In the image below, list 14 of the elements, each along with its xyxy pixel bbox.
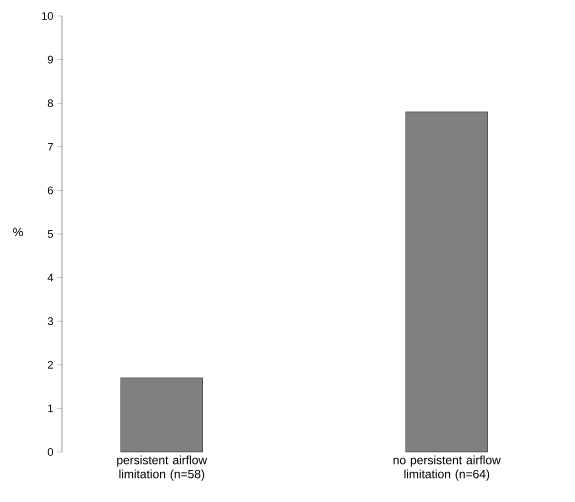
y-tick-label: 1 <box>48 404 53 412</box>
y-tick-label: 10 <box>42 12 54 20</box>
y-tick-label: 5 <box>48 230 53 238</box>
y-tick-label: 8 <box>48 99 53 108</box>
y-tick-label: 4 <box>48 274 54 282</box>
y-tick-label: 0 <box>48 448 54 456</box>
y-tick-label: 9 <box>48 56 53 64</box>
y-tick-label: 7 <box>48 143 53 151</box>
x-tick-label: persistent airflow limitation (n=58) <box>117 456 208 481</box>
y-tick-label: 2 <box>48 360 53 369</box>
y-tick-label: 6 <box>48 186 53 194</box>
y-tick-label: 3 <box>48 317 53 326</box>
y-axis-title: % <box>13 228 23 236</box>
x-tick-label: no persistent airflow limitation (n=64) <box>394 456 501 481</box>
